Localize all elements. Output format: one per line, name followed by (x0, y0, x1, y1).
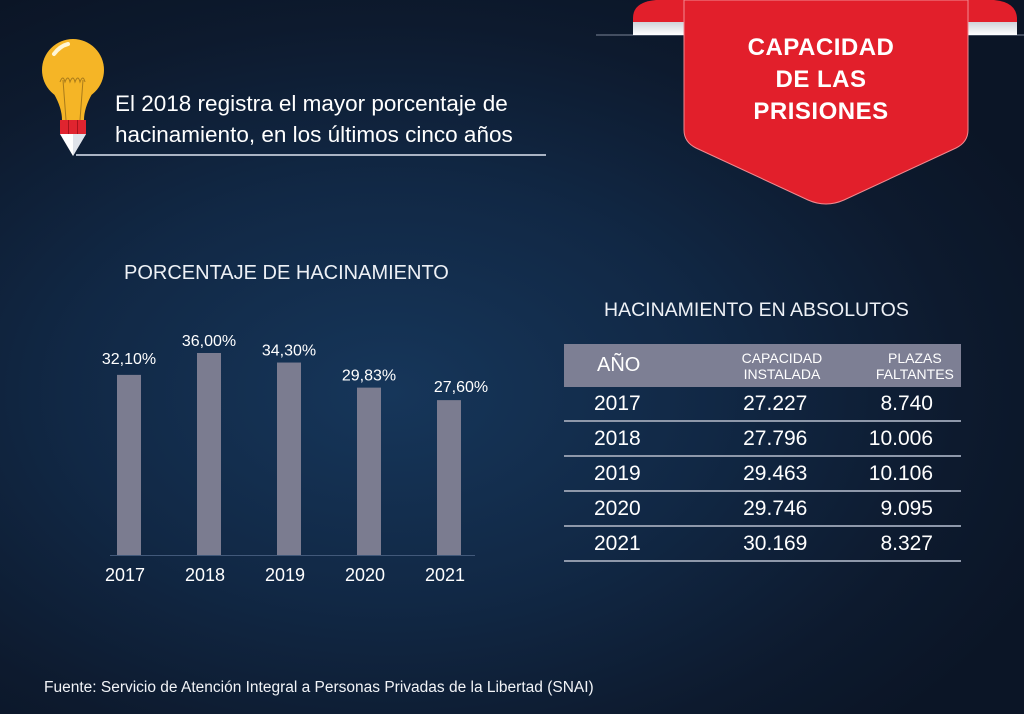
bar-chart: 32,10% 2017 36,00% 2018 34,30% 2019 29,83% 2020… (102, 333, 488, 585)
cell-missing: 9.095 (868, 491, 961, 527)
lightbulb-pencil-icon (42, 39, 104, 156)
bar-2018 (197, 353, 221, 555)
banner-line-3: PRISIONES (753, 98, 889, 125)
table-title: HACINAMIENTO EN ABSOLUTOS (604, 299, 909, 321)
cell-capacity: 29.463 (695, 456, 869, 492)
table-row: 2018 27.796 10.006 (564, 421, 961, 457)
cell-year: 2019 (564, 456, 696, 492)
data-label-2020: 29,83% (342, 368, 396, 385)
table-row: 2021 30.169 8.327 (564, 526, 961, 562)
x-tick-2020: 2020 (345, 565, 385, 585)
cell-missing: 8.327 (868, 526, 961, 562)
header-year: AÑO (564, 344, 696, 387)
cell-year: 2017 (564, 387, 696, 422)
x-tick-2017: 2017 (105, 565, 145, 585)
header-capacity: CAPACIDAD INSTALADA (695, 344, 869, 387)
cell-capacity: 29.746 (695, 491, 869, 527)
cell-year: 2021 (564, 526, 696, 562)
headline-underline (76, 154, 546, 156)
header-missing-line-1: PLAZAS (888, 349, 942, 366)
x-tick-2019: 2019 (265, 565, 305, 585)
headline-line-2: hacinamiento, en los últimos cinco años (115, 122, 513, 147)
data-label-2018: 36,00% (182, 333, 236, 350)
header-missing: PLAZAS FALTANTES (868, 344, 961, 387)
table-header-row: AÑO CAPACIDAD INSTALADA PLAZAS FALTANTES (564, 344, 961, 387)
header-capacity-line-2: INSTALADA (743, 365, 821, 382)
data-label-2017: 32,10% (102, 351, 156, 368)
overcrowding-table: AÑO CAPACIDAD INSTALADA PLAZAS FALTANTES… (564, 344, 961, 562)
header-capacity-line-1: CAPACIDAD (741, 349, 823, 366)
chart-title: PORCENTAJE DE HACINAMIENTO (124, 262, 449, 284)
banner-line-2: DE LAS (775, 66, 867, 93)
source-note: Fuente: Servicio de Atención Integral a … (44, 679, 594, 696)
x-tick-2021: 2021 (425, 565, 465, 585)
title-banner (596, 0, 1024, 205)
table-row: 2019 29.463 10.106 (564, 456, 961, 492)
cell-year: 2018 (564, 421, 696, 457)
headline: El 2018 registra el mayor porcentaje de … (115, 88, 513, 150)
header-missing-line-2: FALTANTES (875, 365, 954, 382)
bar-2020 (357, 387, 381, 555)
cell-capacity: 27.796 (695, 421, 869, 457)
bar-2021 (437, 400, 461, 555)
cell-missing: 10.106 (868, 456, 961, 492)
data-label-2019: 34,30% (262, 343, 316, 360)
headline-line-1: El 2018 registra el mayor porcentaje de (115, 91, 508, 116)
table-row: 2020 29.746 9.095 (564, 491, 961, 527)
cell-capacity: 27.227 (695, 387, 869, 422)
table-row: 2017 27.227 8.740 (564, 387, 961, 422)
banner-title: CAPACIDAD DE LAS PRISIONES (696, 32, 946, 128)
cell-missing: 8.740 (868, 387, 961, 422)
table-body: 2017 27.227 8.740 2018 27.796 10.006 2019 29.46… (564, 387, 961, 562)
bar-2019 (277, 362, 301, 555)
cell-capacity: 30.169 (695, 526, 869, 562)
bar-2017 (117, 374, 141, 555)
cell-missing: 10.006 (868, 421, 961, 457)
cell-year: 2020 (564, 491, 696, 527)
x-tick-2018: 2018 (185, 565, 225, 585)
data-label-2021: 27,60% (434, 379, 488, 396)
banner-line-1: CAPACIDAD (747, 34, 895, 61)
